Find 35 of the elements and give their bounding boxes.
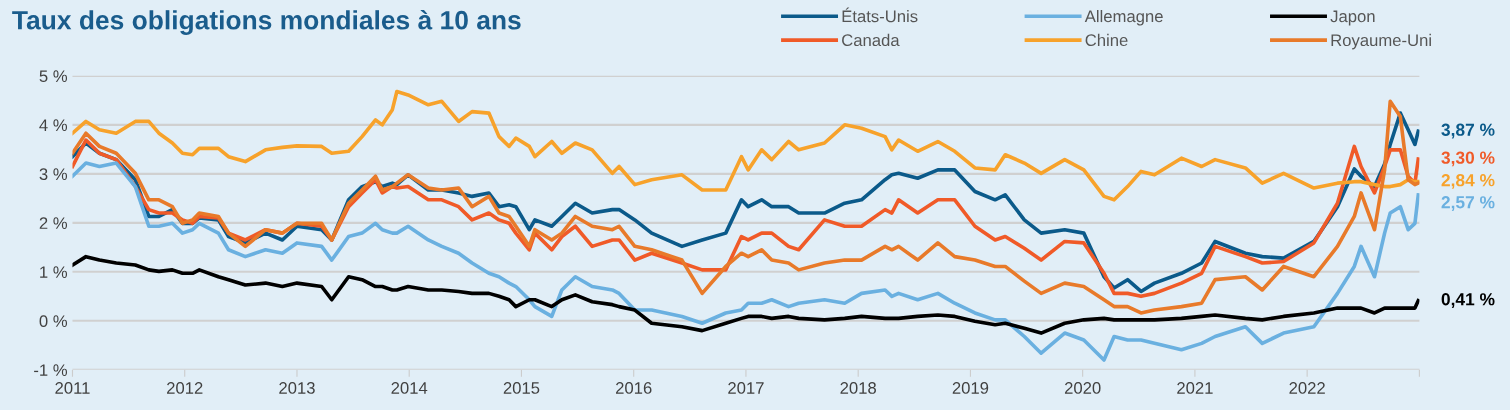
legend-label: États-Unis <box>842 7 918 23</box>
line-series <box>72 254 1420 335</box>
x-tick-label: 2022 <box>1289 382 1325 394</box>
x-tick-label: 2018 <box>840 382 876 394</box>
data-label: 0,41 % <box>1441 293 1495 308</box>
x-tick-label: 2021 <box>1177 382 1213 394</box>
y-tick-label: 4 % <box>39 119 68 131</box>
y-tick-label: 0 % <box>39 315 68 328</box>
y-tick-label: 5 % <box>39 70 68 83</box>
line-series <box>72 99 1420 315</box>
y-tick-label: -1 % <box>34 364 68 376</box>
y-tick-label: 2 % <box>39 217 68 229</box>
line-series <box>72 161 1420 362</box>
legend-label: Chine <box>1085 33 1128 47</box>
x-tick-label: 2012 <box>167 382 203 394</box>
y-tick-label: 3 % <box>39 168 68 181</box>
y-tick-label: 1 % <box>40 266 68 278</box>
legend-label: Royaume-Uni <box>1331 33 1431 50</box>
x-tick-label: 2019 <box>952 382 989 394</box>
x-tick-label: 2020 <box>1064 382 1101 394</box>
data-label: 3,30 % <box>1441 151 1495 167</box>
data-label: 3,87 % <box>1441 123 1495 139</box>
data-label: 2,57 % <box>1441 196 1495 211</box>
data-label: 2,84 % <box>1441 174 1495 189</box>
line-series <box>72 89 1420 202</box>
x-tick-label: 2016 <box>616 382 652 394</box>
chart-title: Taux des obligations mondiales à 10 ans <box>12 9 521 35</box>
legend-label: Japon <box>1330 10 1375 26</box>
x-tick-label: 2011 <box>55 382 90 394</box>
legend-label: Allemagne <box>1084 10 1163 26</box>
legend-label: Canada <box>842 33 900 47</box>
x-tick-label: 2013 <box>279 382 315 394</box>
x-tick-label: 2014 <box>391 382 428 394</box>
x-tick-label: 2017 <box>728 382 764 394</box>
x-tick-label: 2015 <box>503 382 540 394</box>
